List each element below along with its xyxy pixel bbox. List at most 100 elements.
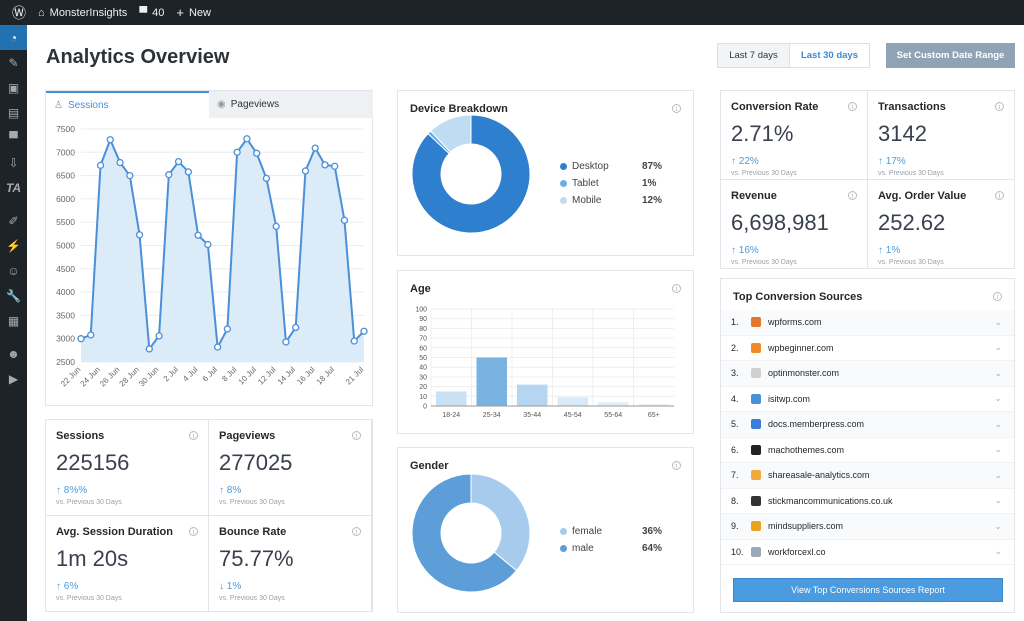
data-point[interactable] <box>213 343 222 351</box>
info-icon[interactable]: i <box>848 102 857 111</box>
data-point[interactable] <box>253 149 261 157</box>
info-icon[interactable]: i <box>352 431 361 440</box>
bar-45-54[interactable] <box>557 397 589 406</box>
pages-icon[interactable]: ▤ <box>7 105 20 120</box>
chevron-down-icon[interactable]: ⌄ <box>994 546 1002 557</box>
tab-pageviews[interactable]: ◉ Pageviews <box>209 91 373 118</box>
tab-sessions[interactable]: ♙ Sessions <box>46 91 209 118</box>
gender-donut-chart <box>411 473 531 593</box>
data-point[interactable] <box>262 174 271 183</box>
data-point[interactable] <box>223 325 232 333</box>
source-row[interactable]: 10. workforcexl.co ⌄ <box>721 539 1014 565</box>
data-point[interactable] <box>311 144 319 152</box>
data-point[interactable] <box>233 148 241 156</box>
settings-icon[interactable]: ▦ <box>7 313 20 328</box>
slice-mobile[interactable] <box>429 114 472 153</box>
data-point[interactable] <box>282 338 290 346</box>
chevron-down-icon[interactable]: ⌄ <box>994 316 1002 327</box>
data-point[interactable] <box>174 157 183 166</box>
data-point[interactable] <box>165 171 173 179</box>
bar-18-24[interactable] <box>436 391 467 406</box>
comments-link[interactable]: ▀ 40 <box>139 7 164 19</box>
bar-25-34[interactable] <box>476 357 508 407</box>
chevron-down-icon[interactable]: ⌄ <box>994 520 1002 531</box>
pin-icon[interactable]: ✎ <box>8 55 19 70</box>
data-point[interactable] <box>194 231 202 239</box>
custom-date-range-button[interactable]: Set Custom Date Range <box>886 43 1015 68</box>
source-row[interactable]: 2. wpbeginner.com ⌄ <box>721 335 1014 361</box>
source-row[interactable]: 1. wpforms.com ⌄ <box>721 310 1014 336</box>
info-icon[interactable]: i <box>672 104 681 113</box>
chevron-down-icon[interactable]: ⌄ <box>994 367 1002 378</box>
data-point[interactable] <box>340 216 349 224</box>
last-7-days-button[interactable]: Last 7 days <box>717 43 790 68</box>
data-point[interactable] <box>204 240 212 249</box>
info-icon[interactable]: i <box>848 191 857 200</box>
data-point[interactable] <box>87 331 95 339</box>
data-point[interactable] <box>96 161 105 169</box>
data-point[interactable] <box>116 158 124 167</box>
data-point[interactable] <box>272 222 280 231</box>
data-point[interactable] <box>360 327 368 335</box>
insights-icon[interactable]: ☻ <box>7 346 20 361</box>
data-point[interactable] <box>155 332 163 340</box>
chevron-down-icon[interactable]: ⌄ <box>994 418 1002 429</box>
info-icon[interactable]: i <box>189 431 198 440</box>
data-point[interactable] <box>77 335 85 343</box>
new-link[interactable]: + New <box>176 5 211 20</box>
chevron-down-icon[interactable]: ⌄ <box>994 469 1002 480</box>
appearance-icon[interactable]: ✐ <box>8 213 19 228</box>
bar-55-64[interactable] <box>598 402 629 406</box>
source-row[interactable]: 7. shareasale-analytics.com ⌄ <box>721 463 1014 489</box>
slice-female[interactable] <box>470 473 531 572</box>
view-sources-report-button[interactable]: View Top Conversions Sources Report <box>733 578 1003 602</box>
slice-male[interactable] <box>411 473 518 593</box>
data-point[interactable] <box>145 345 153 353</box>
chevron-down-icon[interactable]: ⌄ <box>994 393 1002 404</box>
bar-35-44[interactable] <box>517 384 548 406</box>
info-icon[interactable]: i <box>995 102 1004 111</box>
site-link[interactable]: ⌂ MonsterInsights <box>38 7 127 19</box>
tools-icon[interactable]: 🔧 <box>6 288 21 303</box>
source-row[interactable]: 6. machothemes.com ⌄ <box>721 437 1014 463</box>
data-point[interactable] <box>184 168 192 176</box>
media-icon[interactable]: ▣ <box>7 80 20 95</box>
data-point[interactable] <box>301 167 310 175</box>
data-point[interactable] <box>292 323 300 332</box>
device-breakdown-panel: Device Breakdown i Desktop 87% Tablet 1% Mob… <box>397 90 694 256</box>
data-point[interactable] <box>106 136 114 144</box>
chevron-down-icon[interactable]: ⌄ <box>994 495 1002 506</box>
info-icon[interactable]: i <box>189 527 198 536</box>
plugins-icon[interactable]: ⚡ <box>6 238 21 253</box>
data-point[interactable] <box>243 135 251 143</box>
data-point[interactable] <box>135 231 144 239</box>
ta-icon[interactable]: TA <box>5 180 22 195</box>
data-point[interactable] <box>321 161 329 169</box>
source-row[interactable]: 9. mindsuppliers.com ⌄ <box>721 514 1014 540</box>
source-row[interactable]: 3. optinmonster.com ⌄ <box>721 361 1014 387</box>
dashboard-icon[interactable]: ◔ <box>0 25 27 50</box>
info-icon[interactable]: i <box>995 191 1004 200</box>
source-row[interactable]: 8. stickmancommunications.co.uk ⌄ <box>721 488 1014 514</box>
x-tick-label: 35-44 <box>523 412 541 419</box>
chevron-down-icon[interactable]: ⌄ <box>994 342 1002 353</box>
last-30-days-button[interactable]: Last 30 days <box>789 43 870 68</box>
data-point[interactable] <box>126 171 134 180</box>
data-point[interactable] <box>331 162 339 170</box>
source-row[interactable]: 5. docs.memberpress.com ⌄ <box>721 412 1014 438</box>
info-icon[interactable]: i <box>672 284 681 293</box>
source-row[interactable]: 4. isitwp.com ⌄ <box>721 386 1014 412</box>
source-site: wpbeginner.com <box>768 342 834 353</box>
data-point[interactable] <box>350 337 358 345</box>
info-icon[interactable]: i <box>352 527 361 536</box>
bar-65+[interactable] <box>638 404 670 406</box>
slice-desktop[interactable] <box>411 114 531 234</box>
comments-icon[interactable]: ▀ <box>9 130 18 145</box>
download-icon[interactable]: ⇩ <box>8 155 19 170</box>
play-icon[interactable]: ▶ <box>8 371 19 386</box>
users-icon[interactable]: ☺ <box>7 263 20 278</box>
info-icon[interactable]: i <box>672 461 681 470</box>
info-icon[interactable]: i <box>993 292 1002 301</box>
wordpress-logo-icon[interactable]: Ⓦ <box>12 4 26 21</box>
chevron-down-icon[interactable]: ⌄ <box>994 444 1002 455</box>
